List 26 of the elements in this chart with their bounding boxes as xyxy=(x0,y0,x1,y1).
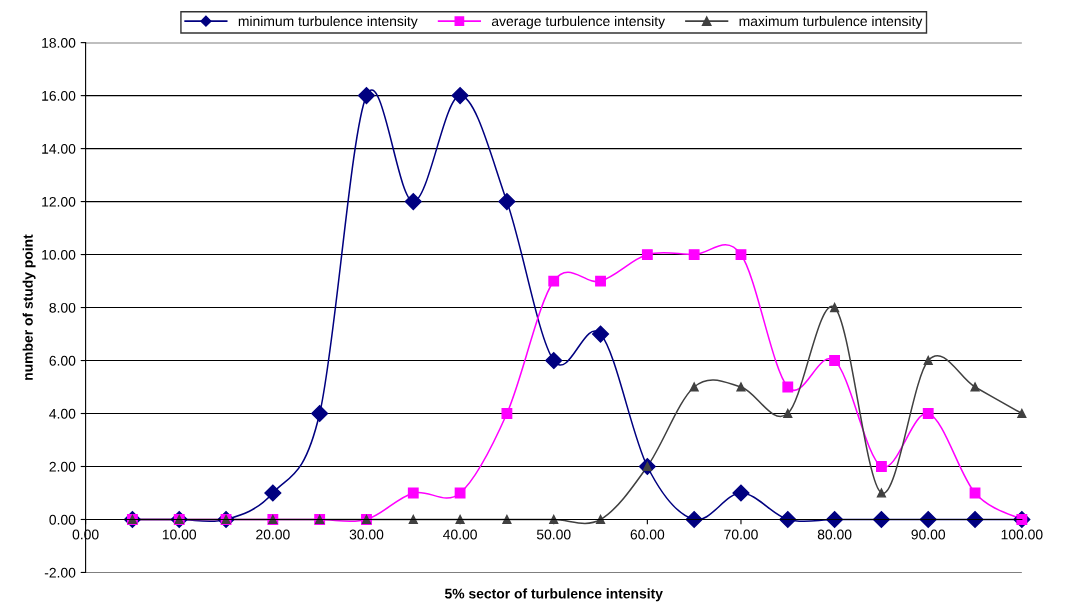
x-tick-label: 100.00 xyxy=(1001,529,1043,540)
y-tick-label: -2.00 xyxy=(44,567,76,578)
y-tick-label: 12.00 xyxy=(42,196,76,207)
legend-label: minimum turbulence intensity xyxy=(238,15,418,29)
y-tick-label: 16.00 xyxy=(42,90,76,101)
legend-label: maximum turbulence intensity xyxy=(739,15,923,29)
x-tick-label: 30.00 xyxy=(349,529,384,540)
x-tick-label: 50.00 xyxy=(536,529,571,540)
x-tick-label: 60.00 xyxy=(630,529,665,540)
y-tick-label: 8.00 xyxy=(49,302,76,313)
x-tick-label: 90.00 xyxy=(911,529,946,540)
x-tick-label: 80.00 xyxy=(817,529,852,540)
x-tick-label: 70.00 xyxy=(724,529,758,540)
y-axis-title: number of study point xyxy=(22,234,36,380)
x-axis-title: 5% sector of turbulence intensity xyxy=(444,588,663,602)
y-tick-label: 4.00 xyxy=(49,408,76,419)
x-tick-label: 40.00 xyxy=(443,529,477,540)
y-tick-label: 2.00 xyxy=(49,461,76,472)
legend-label: average turbulence intensity xyxy=(491,15,666,29)
y-tick-label: 6.00 xyxy=(49,355,76,366)
y-tick-label: 10.00 xyxy=(42,249,76,260)
y-tick-label: 18.00 xyxy=(42,37,76,48)
x-tick-label: 20.00 xyxy=(256,529,290,540)
x-tick-label: 10.00 xyxy=(162,529,197,540)
y-tick-label: 14.00 xyxy=(42,143,76,154)
y-tick-label: 0.00 xyxy=(49,514,76,525)
